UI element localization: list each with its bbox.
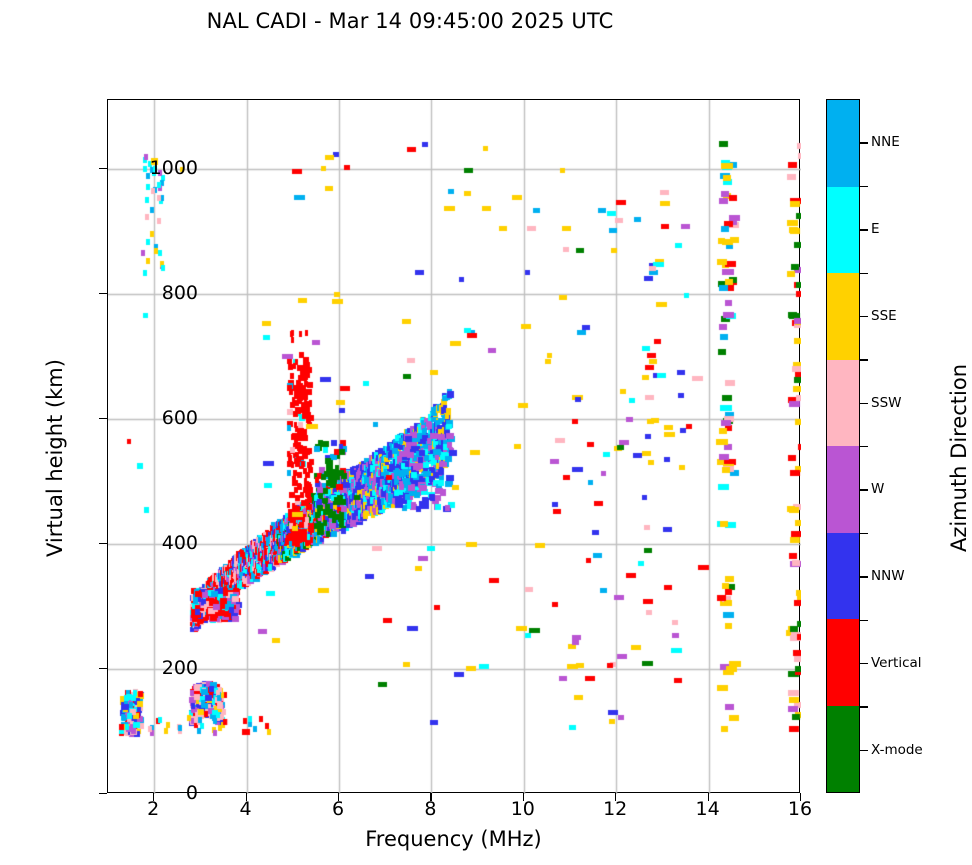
colorbar-tick-mark: [860, 229, 868, 231]
colorbar-boundary-mark: [860, 185, 868, 188]
y-tick-mark: [99, 793, 107, 795]
x-tick-label: 2: [147, 798, 160, 820]
y-tick-label: 0: [185, 782, 198, 804]
colorbar-title: Azimuth Direction: [947, 363, 971, 553]
y-tick-label: 800: [161, 281, 198, 304]
colorbar-boundary-mark: [860, 619, 868, 621]
colorbar-segment-e[interactable]: [827, 186, 859, 273]
colorbar-segment-nnw[interactable]: [827, 532, 859, 619]
colorbar-segment-sse[interactable]: [827, 273, 859, 360]
y-tick-mark: [99, 167, 107, 170]
colorbar-tick-mark: [860, 142, 868, 144]
y-tick-label: 400: [161, 531, 198, 554]
colorbar-tick-mark: [860, 489, 868, 491]
colorbar-segment-x-mode[interactable]: [827, 705, 859, 792]
colorbar-label-e: E: [871, 221, 880, 238]
x-tick-label: 4: [239, 798, 252, 820]
colorbar-tick-mark: [860, 576, 868, 578]
plot-area: [107, 99, 801, 794]
colorbar-boundary-mark: [860, 272, 868, 274]
colorbar-segment-ssw[interactable]: [827, 359, 859, 446]
colorbar-tick-mark: [860, 402, 868, 405]
x-tick-label: 14: [695, 798, 720, 820]
colorbar-tick-mark: [860, 315, 868, 318]
x-tick-label: 8: [424, 798, 437, 820]
ionogram-scatter-canvas: [108, 100, 801, 794]
colorbar-tick-mark: [860, 749, 868, 752]
colorbar-label-nne: NNE: [871, 134, 900, 151]
x-tick-mark: [615, 793, 617, 801]
y-tick-mark: [99, 417, 107, 420]
y-tick-label: 600: [161, 406, 198, 429]
y-tick-mark: [99, 542, 107, 545]
x-tick-label: 6: [331, 798, 345, 820]
colorbar-boundary-mark: [860, 359, 868, 361]
colorbar-label-nnw: NNW: [871, 568, 905, 585]
x-tick-mark: [338, 793, 340, 801]
x-tick-label: 12: [603, 798, 628, 820]
colorbar-label-sse: SSE: [871, 307, 897, 324]
y-tick-mark: [99, 667, 107, 670]
page-title: NAL CADI - Mar 14 09:45:00 2025 UTC: [206, 9, 614, 33]
x-tick-mark: [153, 793, 155, 801]
x-axis-label: Frequency (MHz): [365, 827, 542, 851]
colorbar-boundary-mark: [860, 532, 868, 535]
colorbar-label-w: W: [871, 481, 885, 498]
colorbar-segment-w[interactable]: [827, 446, 859, 533]
colorbar-label-ssw: SSW: [871, 394, 902, 411]
x-tick-mark: [430, 793, 432, 801]
colorbar-segment-nne[interactable]: [827, 100, 859, 187]
x-tick-mark: [245, 793, 247, 801]
x-tick-label: 10: [510, 798, 535, 820]
colorbar-boundary-mark: [860, 446, 868, 448]
colorbar-segment-vertical[interactable]: [827, 619, 859, 706]
x-tick-mark: [800, 793, 802, 801]
y-tick-mark: [99, 292, 107, 295]
colorbar-boundary-mark: [860, 706, 868, 708]
y-axis-label: Virtual height (km): [43, 359, 67, 557]
y-tick-label: 200: [161, 656, 198, 679]
colorbar-label-x-mode: X-mode: [871, 741, 923, 758]
x-tick-mark: [522, 793, 525, 801]
x-tick-mark: [707, 793, 709, 801]
colorbar[interactable]: [826, 99, 860, 793]
x-tick-label: 16: [787, 798, 813, 820]
colorbar-tick-mark: [860, 662, 868, 665]
y-tick-label: 1000: [149, 156, 198, 179]
colorbar-label-vertical: Vertical: [871, 654, 922, 671]
